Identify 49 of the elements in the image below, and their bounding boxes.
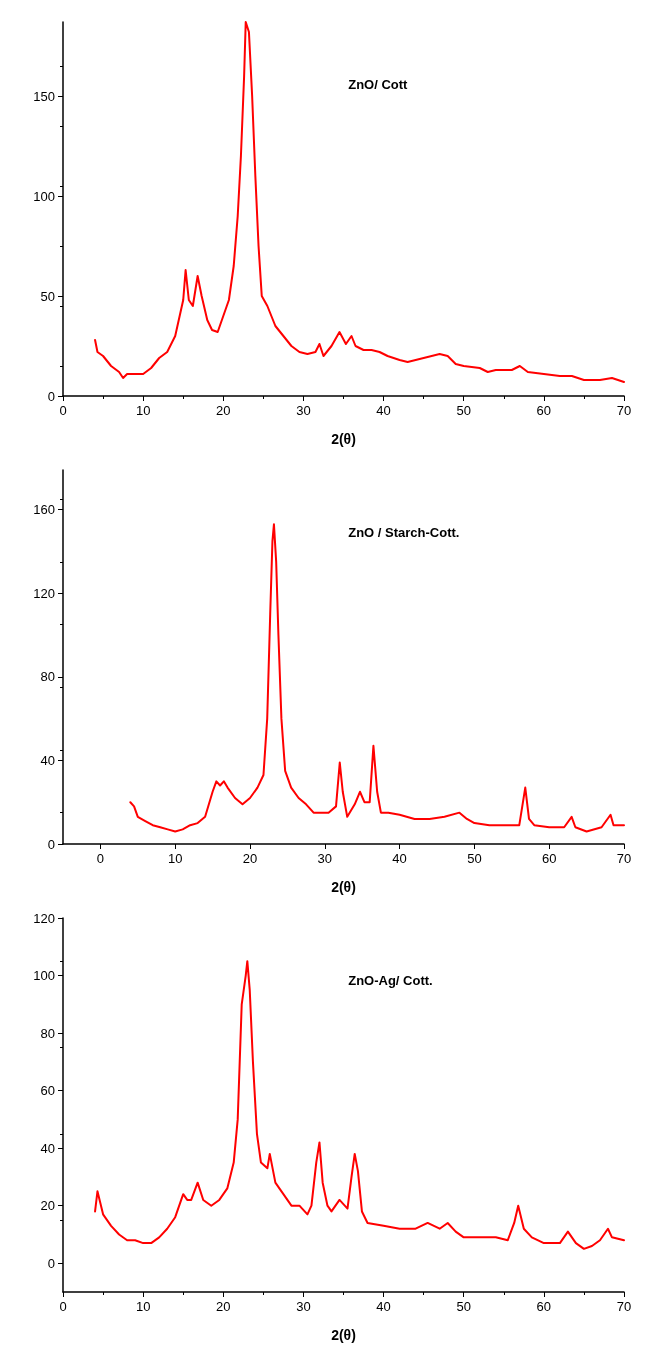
x-tick-label: 30 (296, 403, 311, 418)
x-tick-label: 50 (467, 851, 482, 866)
y-tick-label: 160 (33, 502, 55, 518)
y-tick-label: 0 (47, 836, 55, 852)
y-tick-label: 40 (40, 1140, 55, 1156)
line-series (94, 21, 625, 383)
y-tick-label: 80 (40, 1025, 55, 1041)
x-tick-label: 70 (616, 403, 632, 418)
x-tick-label: 60 (541, 851, 557, 866)
x-tick-label: 20 (216, 403, 231, 418)
x-tick-label: 0 (59, 403, 67, 418)
x-tick-label: 70 (616, 1299, 632, 1314)
x-axis-title: 2(θ) (331, 1327, 356, 1343)
y-tick-label: 120 (33, 910, 55, 926)
y-tick-label: 0 (47, 388, 55, 404)
x-tick-label: 40 (392, 851, 407, 866)
x-tick-label: 10 (135, 403, 151, 418)
x-tick-label: 60 (536, 1299, 552, 1314)
x-tick-label: 10 (135, 1299, 151, 1314)
y-tick-label: 150 (33, 88, 55, 104)
x-tick-label: 70 (616, 851, 632, 866)
line-series (129, 523, 625, 833)
x-tick-label: 0 (96, 851, 105, 866)
annotation: ZnO-Ag/ Cott. (348, 973, 433, 988)
y-tick-label: 50 (40, 288, 55, 304)
x-tick-label: 50 (456, 1299, 471, 1314)
x-axis-title: 2(θ) (331, 879, 356, 895)
x-tick-label: 50 (456, 403, 471, 418)
y-tick-label: 100 (33, 188, 55, 204)
y-tick-label: 20 (40, 1198, 55, 1214)
x-tick-label: 10 (167, 851, 183, 866)
x-tick-label: 40 (376, 1299, 391, 1314)
y-tick-label: 60 (40, 1083, 55, 1099)
annotation: ZnO/ Cott (348, 77, 409, 92)
x-tick-label: 0 (59, 1299, 67, 1314)
y-tick-label: 80 (40, 669, 55, 685)
y-tick-label: 120 (33, 585, 55, 601)
y-tick-label: 0 (47, 1255, 55, 1271)
annotation: ZnO / Starch-Cott. (348, 525, 460, 540)
y-tick-label: 40 (40, 752, 55, 768)
line-series (94, 960, 625, 1250)
x-tick-label: 60 (536, 403, 552, 418)
x-tick-label: 30 (317, 851, 333, 866)
x-tick-label: 30 (296, 1299, 311, 1314)
x-tick-label: 20 (242, 851, 258, 866)
x-tick-label: 20 (216, 1299, 231, 1314)
x-tick-label: 40 (376, 403, 391, 418)
y-tick-label: 100 (33, 968, 55, 984)
x-axis-title: 2(θ) (331, 431, 356, 447)
